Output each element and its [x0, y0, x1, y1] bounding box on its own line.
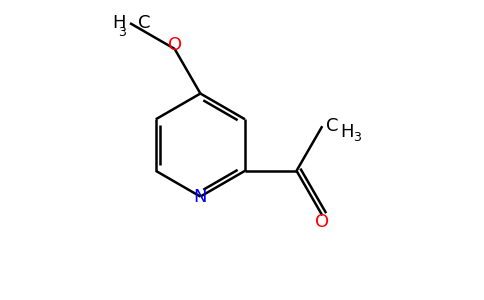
Text: C: C	[138, 14, 151, 32]
Text: H: H	[340, 123, 354, 141]
Text: O: O	[315, 213, 329, 231]
Text: 3: 3	[118, 26, 126, 39]
Text: 3: 3	[353, 130, 361, 144]
Text: O: O	[167, 36, 182, 54]
Text: H: H	[113, 14, 126, 32]
Text: N: N	[194, 188, 207, 206]
Text: C: C	[326, 117, 339, 135]
